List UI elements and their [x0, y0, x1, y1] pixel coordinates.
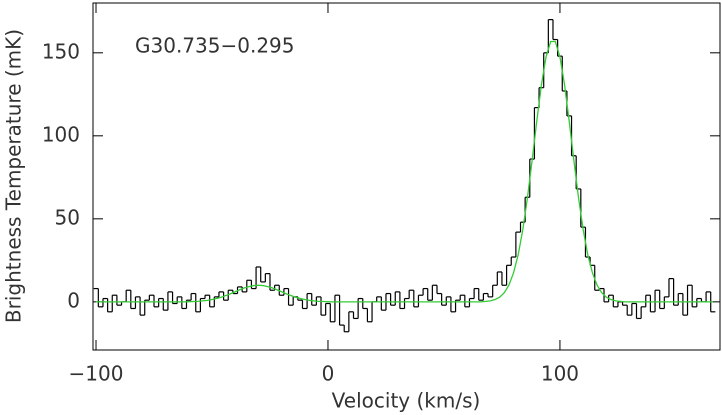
x-axis-label: Velocity (km/s) — [332, 389, 481, 413]
x-tick-label: −100 — [69, 362, 124, 386]
annotation: G30.735−0.295 — [135, 34, 295, 58]
y-tick-label: 50 — [55, 205, 80, 229]
y-tick-label: 150 — [42, 39, 80, 63]
plot-frame — [92, 2, 721, 351]
fit-line — [96, 40, 714, 303]
y-axis-label: Brightness Temperature (mK) — [2, 29, 26, 323]
x-tick-label: 100 — [541, 362, 579, 386]
y-tick-label: 100 — [42, 122, 80, 146]
x-tick-label: 0 — [322, 362, 335, 386]
y-tick-label: 0 — [67, 288, 80, 312]
